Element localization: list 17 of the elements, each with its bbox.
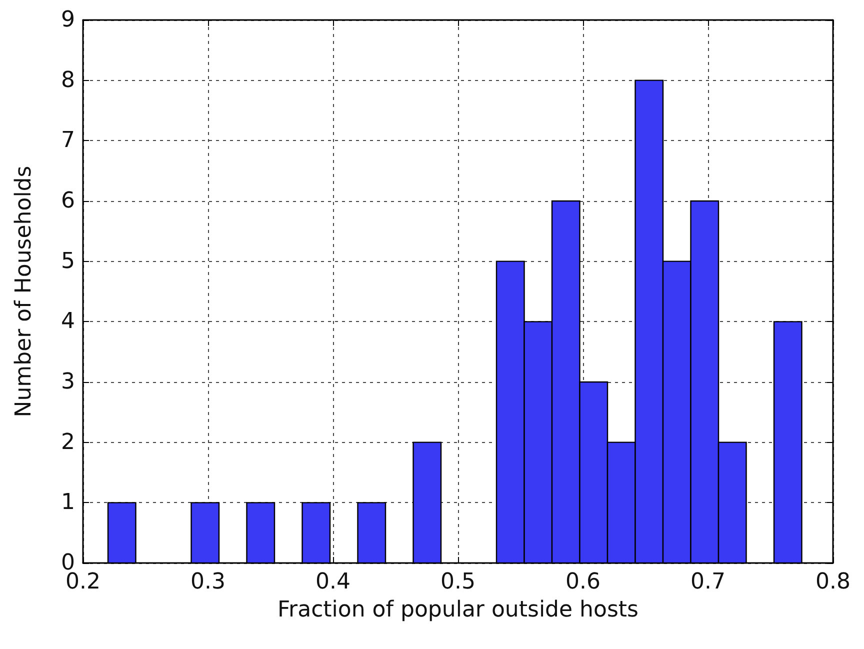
y-tick-label: 5 xyxy=(61,248,75,274)
x-tick-label: 0.6 xyxy=(566,570,600,594)
x-tick-label: 0.3 xyxy=(190,570,226,594)
y-tick-label: 8 xyxy=(61,68,75,93)
x-axis-title: Fraction of popular outside hosts xyxy=(277,598,639,622)
x-tick-label: 0.7 xyxy=(690,570,726,594)
y-tick-label: 3 xyxy=(61,370,75,394)
y-tick-label: 4 xyxy=(61,309,75,334)
y-tick-label: 7 xyxy=(61,128,75,154)
x-tick-label: 0.4 xyxy=(316,570,350,594)
x-tick-label: 0.5 xyxy=(440,570,476,594)
y-tick-label: 6 xyxy=(61,188,75,214)
y-tick-label: 2 xyxy=(61,430,75,455)
y-tick-label: 9 xyxy=(61,8,75,32)
y-tick-label: 1 xyxy=(61,490,75,516)
y-axis-title: Number of Households xyxy=(12,166,36,418)
x-tick-label: 0.8 xyxy=(816,570,850,594)
